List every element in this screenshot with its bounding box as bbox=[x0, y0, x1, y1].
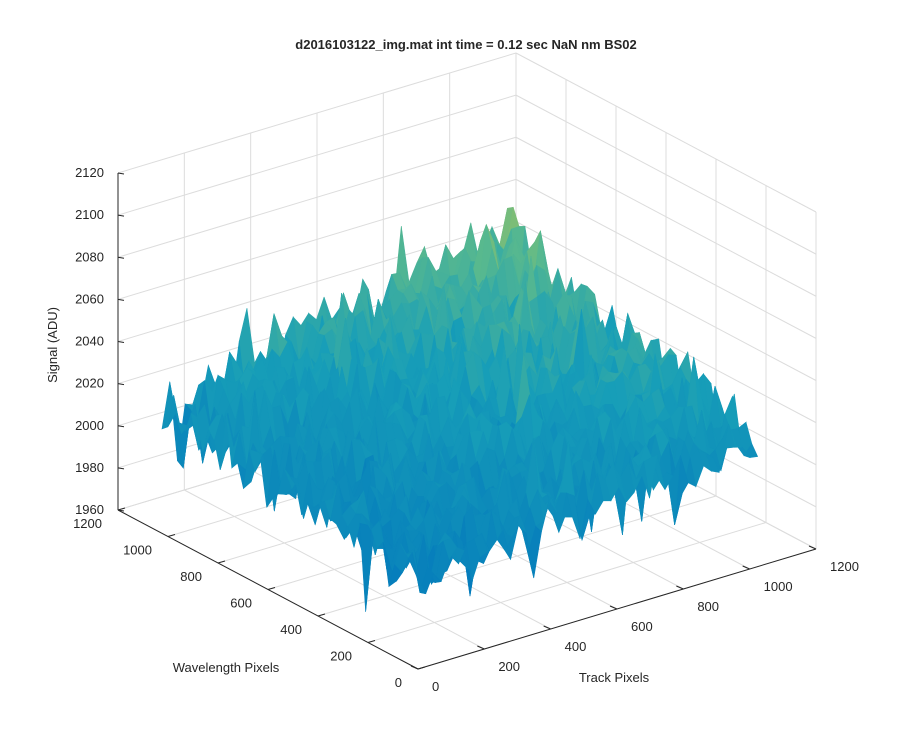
surface-cell bbox=[411, 551, 427, 595]
x-tick-mark bbox=[742, 565, 750, 570]
wall-grid-line bbox=[117, 178, 517, 300]
z-tick-label: 2120 bbox=[75, 165, 104, 180]
y-tick-mark bbox=[217, 560, 226, 564]
wall-grid-line bbox=[117, 52, 517, 174]
wall-grid-line bbox=[117, 94, 517, 216]
x-tick-mark bbox=[676, 585, 684, 590]
y-tick-mark bbox=[267, 587, 276, 590]
x-tick-mark bbox=[609, 605, 618, 610]
x-tick-mark bbox=[808, 545, 817, 550]
y-tick-mark bbox=[167, 534, 176, 537]
y-tick-label: 0 bbox=[395, 675, 402, 690]
y-tick-label: 1000 bbox=[123, 543, 152, 558]
wall-grid-line bbox=[515, 263, 817, 424]
x-tick-mark bbox=[477, 645, 485, 650]
y-tick-label: 600 bbox=[230, 596, 252, 611]
z-axis-label: Signal (ADU) bbox=[45, 307, 60, 383]
chart-title: d2016103122_img.mat int time = 0.12 sec … bbox=[295, 37, 636, 52]
z-tick-label: 2040 bbox=[75, 334, 104, 349]
x-tick-mark bbox=[410, 665, 419, 670]
wall-grid-line bbox=[515, 94, 817, 255]
wall-grid-line bbox=[117, 136, 517, 258]
y-tick-label: 200 bbox=[330, 649, 352, 664]
y-tick-mark bbox=[317, 613, 326, 617]
y-axis-label: Wavelength Pixels bbox=[173, 660, 280, 675]
z-tick-mark bbox=[117, 172, 125, 175]
z-tick-label: 1960 bbox=[75, 502, 104, 517]
x-axis-label: Track Pixels bbox=[579, 670, 650, 685]
axes bbox=[117, 172, 817, 670]
x-tick-label: 200 bbox=[498, 659, 520, 674]
wall-grid-line bbox=[515, 52, 817, 213]
z-tick-mark bbox=[117, 467, 125, 470]
y-tick-label: 800 bbox=[180, 569, 202, 584]
y-tick-mark bbox=[417, 666, 426, 670]
y-tick-label: 400 bbox=[280, 622, 302, 637]
z-tick-mark bbox=[117, 425, 125, 428]
z-tick-label: 2000 bbox=[75, 418, 104, 433]
y-tick-mark bbox=[117, 507, 126, 511]
y-tick-label: 1200 bbox=[73, 516, 102, 531]
z-tick-label: 1980 bbox=[75, 460, 104, 475]
wall-grid-line bbox=[117, 221, 517, 342]
x-tick-label: 800 bbox=[697, 599, 719, 614]
z-tick-mark bbox=[117, 341, 125, 343]
z-tick-label: 2080 bbox=[75, 249, 104, 264]
y-tick-mark bbox=[367, 640, 376, 643]
z-tick-mark bbox=[117, 214, 125, 217]
tick-labels: 1960198020002020204020602080210021200200… bbox=[73, 165, 859, 694]
x-tick-label: 1000 bbox=[764, 579, 793, 594]
x-tick-label: 400 bbox=[565, 639, 587, 654]
x-tick-mark bbox=[543, 625, 551, 630]
x-tick-label: 1200 bbox=[830, 559, 859, 574]
x-tick-label: 600 bbox=[631, 619, 653, 634]
z-tick-mark bbox=[117, 298, 125, 301]
z-tick-label: 2060 bbox=[75, 291, 104, 306]
surface-mesh bbox=[161, 206, 759, 612]
z-tick-mark bbox=[117, 256, 125, 259]
floor-grid-line bbox=[184, 489, 485, 650]
z-tick-label: 2020 bbox=[75, 376, 104, 391]
wall-grid-line bbox=[515, 178, 817, 339]
wall-grid-line bbox=[515, 221, 817, 381]
x-tick-label: 0 bbox=[432, 679, 439, 694]
z-tick-label: 2100 bbox=[75, 207, 104, 222]
z-tick-mark bbox=[117, 383, 125, 386]
wall-grid-line bbox=[515, 136, 817, 297]
